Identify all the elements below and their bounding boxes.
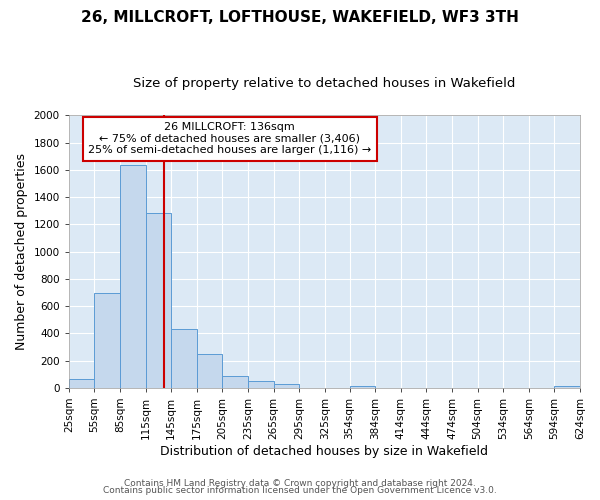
Text: 26, MILLCROFT, LOFTHOUSE, WAKEFIELD, WF3 3TH: 26, MILLCROFT, LOFTHOUSE, WAKEFIELD, WF3… — [81, 10, 519, 25]
Bar — [223, 376, 248, 388]
Bar — [94, 293, 120, 388]
Bar — [248, 381, 274, 388]
X-axis label: Distribution of detached houses by size in Wakefield: Distribution of detached houses by size … — [160, 444, 488, 458]
Title: Size of property relative to detached houses in Wakefield: Size of property relative to detached ho… — [133, 78, 515, 90]
Y-axis label: Number of detached properties: Number of detached properties — [15, 153, 28, 350]
Bar — [69, 379, 94, 388]
Bar — [350, 386, 375, 388]
Bar — [197, 354, 223, 388]
Bar — [274, 384, 299, 388]
Text: Contains public sector information licensed under the Open Government Licence v3: Contains public sector information licen… — [103, 486, 497, 495]
Text: 26 MILLCROFT: 136sqm
← 75% of detached houses are smaller (3,406)
25% of semi-de: 26 MILLCROFT: 136sqm ← 75% of detached h… — [88, 122, 371, 156]
Bar — [171, 328, 197, 388]
Bar — [146, 212, 171, 388]
Bar — [554, 386, 580, 388]
Bar — [120, 165, 146, 388]
Text: Contains HM Land Registry data © Crown copyright and database right 2024.: Contains HM Land Registry data © Crown c… — [124, 478, 476, 488]
